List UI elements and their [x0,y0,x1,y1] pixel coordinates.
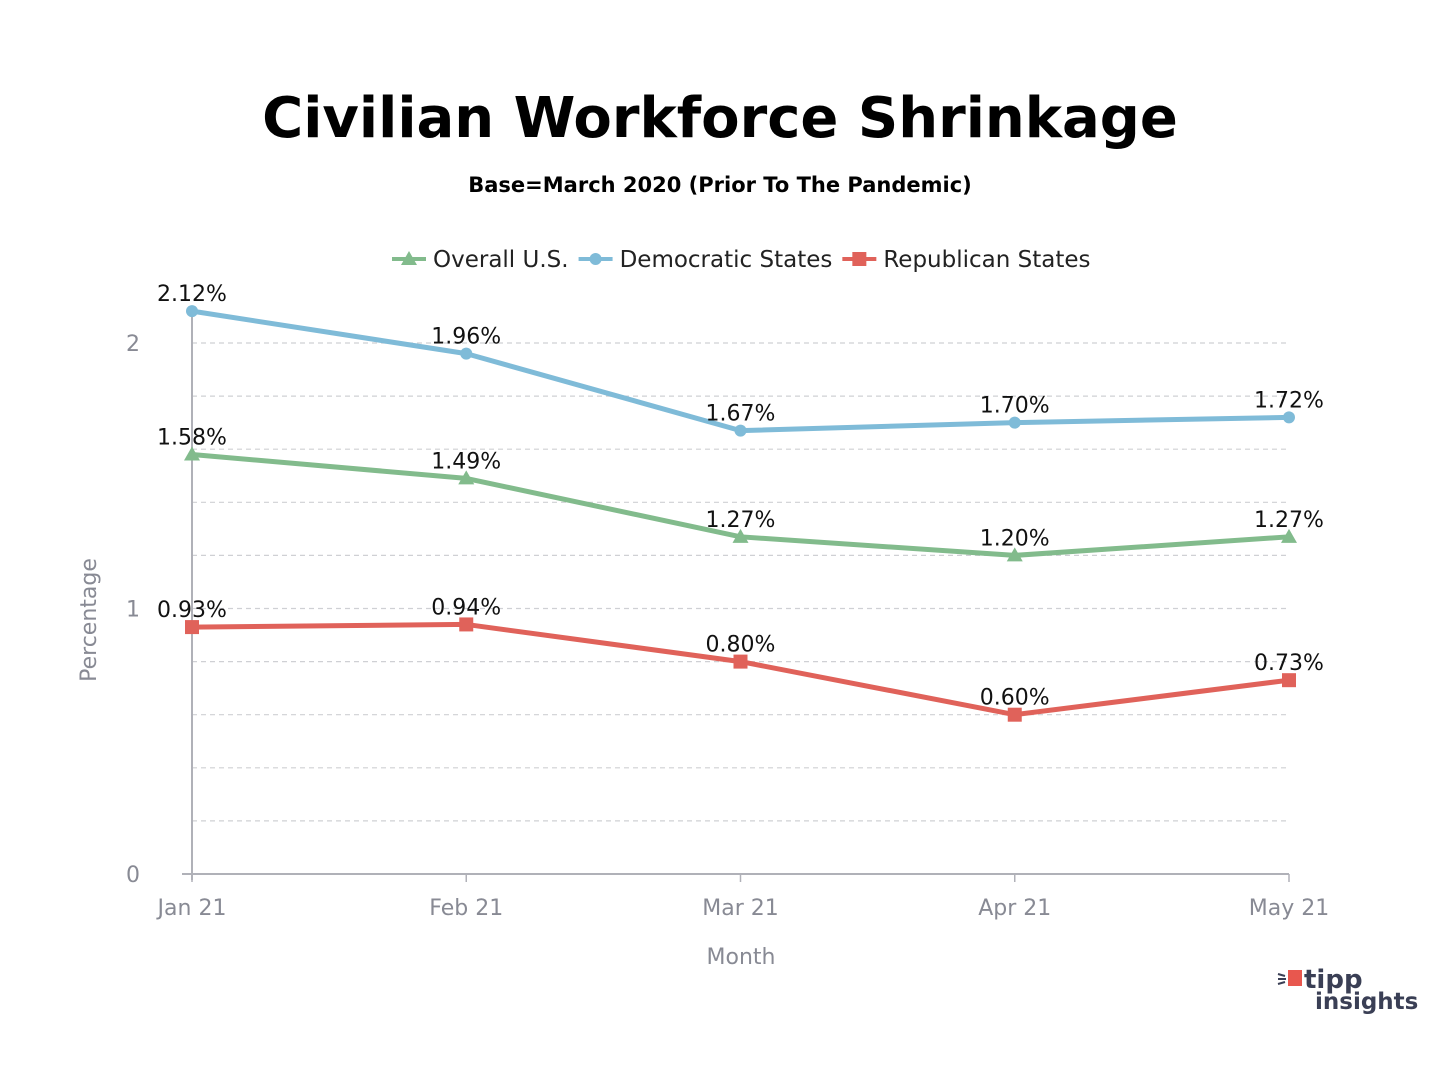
data-label: 1.67% [706,402,776,427]
data-point-square [1282,673,1296,688]
data-label: 0.73% [1254,651,1324,676]
gridlines [192,342,1289,822]
x-tick-label: Apr 21 [978,896,1051,921]
x-tick-label: Feb 21 [429,896,503,921]
data-point-circle [1008,416,1021,429]
data-point-square [185,620,199,635]
data-label: 1.72% [1254,388,1324,413]
data-label: 1.20% [980,526,1050,551]
logo-mark-icon [1288,970,1302,986]
data-point-square [733,654,748,669]
data-point-circle [734,424,747,437]
data-label: 1.96% [431,325,501,350]
data-point-circle [186,305,198,318]
series-overall-u-s-: 1.58% 1.49% 1.27% 1.20% 1.27% [157,426,1324,562]
legend-square-icon [852,252,867,266]
logo-text-line2: insights [1315,989,1418,1015]
data-point-square [1007,707,1022,722]
data-point-triangle [458,470,475,485]
y-tick-label: 0 [126,863,140,888]
chart-title: Civilian Workforce Shrinkage [262,86,1178,151]
data-point-triangle [1281,528,1297,543]
x-tick-label: Mar 21 [702,896,779,921]
data-point-triangle [1006,547,1023,562]
data-label: 1.70% [980,394,1050,419]
series-democratic-states: 2.12% 1.96% 1.67% 1.70% 1.72% [157,282,1324,437]
legend-item: Democratic States [578,247,833,273]
data-point-circle [460,347,473,360]
data-point-square [459,617,474,632]
x-axis-label: Month [707,945,776,970]
legend-triangle-icon [401,251,417,265]
logo-text-line1: tipp [1304,965,1363,995]
data-label: 1.49% [431,449,501,474]
data-point-triangle [732,528,749,543]
legend-circle-icon [589,253,602,265]
data-point-triangle [184,446,200,461]
series-republican-states: 0.93% 0.94% 0.80% 0.60% 0.73% [157,595,1324,722]
data-point-circle [1283,411,1295,424]
data-label: 0.80% [706,633,776,658]
data-label: 1.58% [157,426,227,451]
y-axis-label: Percentage [77,558,102,682]
tipp-insights-logo: tipp insights [1277,965,1418,1015]
x-tick-label: May 21 [1249,896,1329,921]
x-tick-label: Jan 21 [156,896,227,921]
legend-label: Democratic States [620,247,833,273]
data-label: 0.94% [431,595,501,620]
series-group: 1.58% 1.49% 1.27% 1.20% 1.27% 2.12% 1.96% 1.67%… [157,282,1324,722]
y-tick-label: 1 [126,598,140,623]
axes: 0 1 2 Jan 21 Feb 21 Mar 21 Apr 21 May 21 [126,309,1329,921]
legend-label: Republican States [883,247,1090,273]
y-tick-label: 2 [126,332,140,357]
logo-lines-icon [1277,973,1286,985]
legend: Overall U.S. Democratic States Republican … [392,247,1091,273]
data-label: 0.93% [157,598,227,623]
legend-item: Republican States [842,247,1091,273]
legend-label: Overall U.S. [433,247,569,273]
data-label: 1.27% [706,508,776,533]
chart-subtitle: Base=March 2020 (Prior To The Pandemic) [468,173,972,197]
data-label: 0.60% [980,686,1050,711]
data-label: 1.27% [1254,508,1324,533]
legend-item: Overall U.S. [392,247,569,273]
data-label: 2.12% [157,282,227,307]
